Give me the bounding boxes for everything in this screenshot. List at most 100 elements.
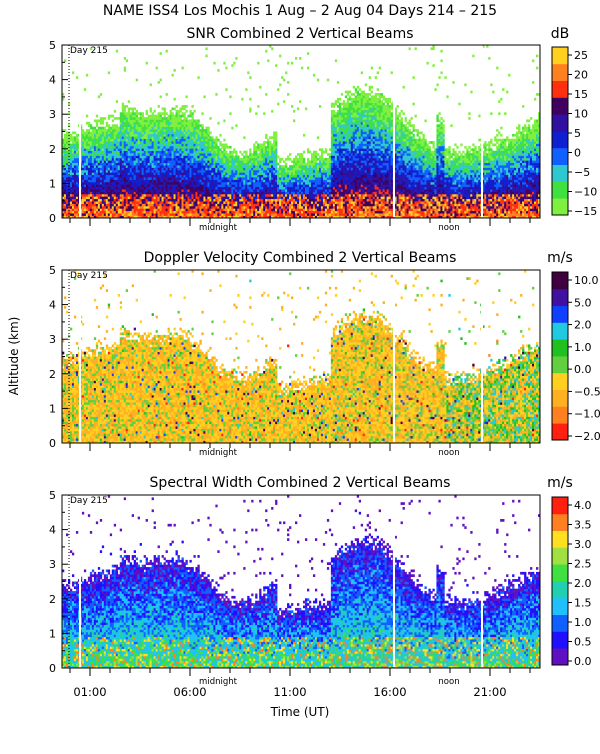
width-panel: Spectral Width Combined 2 Vertical Beams… — [49, 475, 592, 719]
x-tick-label: 21:00 — [473, 685, 506, 699]
snr-title: SNR Combined 2 Vertical Beams — [186, 26, 413, 42]
width-y-tick-label: 5 — [49, 489, 56, 502]
snr-colorbar-label: −10 — [574, 186, 597, 199]
y-axis-title: Altitude (km) — [7, 317, 21, 396]
snr-colorbar-label: 20 — [574, 69, 588, 82]
snr-colorbar-label: −5 — [574, 166, 590, 179]
width-colorbar-label: 0.0 — [574, 655, 592, 668]
width-colorbar-swatch — [552, 615, 568, 632]
width-y-tick-label: 4 — [49, 524, 56, 537]
snr-colorbar-swatch — [552, 81, 568, 98]
snr-noon-label: noon — [438, 223, 459, 233]
doppler-y-tick-label: 1 — [49, 402, 56, 415]
doppler-colorbar-label: 10.0 — [574, 274, 599, 287]
width-colorbar-swatch — [552, 564, 568, 581]
snr-colorbar-swatch — [552, 47, 568, 64]
width-colorbar-swatch — [552, 497, 568, 514]
width-y-tick-label: 3 — [49, 558, 56, 571]
width-colorbar-swatch — [552, 581, 568, 598]
doppler-colorbar-swatch — [552, 289, 568, 306]
x-axis-title: Time (UT) — [270, 705, 330, 719]
doppler-y-tick-label: 5 — [49, 264, 56, 277]
snr-y-tick-label: 3 — [49, 108, 56, 121]
width-colorbar-swatch — [552, 598, 568, 615]
width-colorbar-swatch — [552, 531, 568, 548]
width-colorbar-label: 2.0 — [574, 577, 592, 590]
width-noon-label: noon — [438, 677, 459, 687]
width-colorbar-swatch — [552, 514, 568, 531]
snr-x-axis — [70, 218, 530, 226]
snr-colorbar-swatch — [552, 148, 568, 165]
doppler-colorbar-swatch — [552, 423, 568, 440]
width-x-axis — [70, 668, 530, 676]
doppler-colorbar: 10.05.02.01.00.0−0.5−1.0−2.0 — [552, 272, 600, 443]
doppler-colorbar-label: −1.0 — [574, 408, 600, 421]
width-colorbar: 4.0 3.5 3.0 2.5 2.0 1.5 1.0 0.5 0.0 — [552, 497, 592, 668]
width-y-tick-label: 2 — [49, 593, 56, 606]
doppler-colorbar-swatch — [552, 272, 568, 289]
width-title: Spectral Width Combined 2 Vertical Beams — [150, 475, 451, 491]
doppler-midnight-label: midnight — [199, 448, 238, 458]
snr-colorbar-swatch — [552, 165, 568, 182]
doppler-colorbar-swatch — [552, 339, 568, 356]
doppler-panel: Doppler Velocity Combined 2 Vertical Bea… — [7, 250, 600, 458]
snr-colorbar-label: 25 — [574, 49, 588, 62]
doppler-noon-label: noon — [438, 448, 459, 458]
doppler-colorbar-swatch — [552, 373, 568, 390]
width-colorbar-label: 1.5 — [574, 597, 592, 610]
snr-colorbar-label: 0 — [574, 147, 581, 160]
doppler-y-tick-label: 2 — [49, 368, 56, 381]
snr-colorbar-label: 10 — [574, 108, 588, 121]
doppler-colorbar-swatch — [552, 406, 568, 423]
doppler-y-tick-label: 0 — [49, 437, 56, 450]
width-colorbar-label: 3.0 — [574, 538, 592, 551]
doppler-colorbar-swatch — [552, 390, 568, 407]
doppler-colorbar-label: 2.0 — [574, 319, 592, 332]
doppler-units: m/s — [547, 250, 573, 266]
snr-colorbar-swatch — [552, 114, 568, 131]
doppler-colorbar-label: 1.0 — [574, 341, 592, 354]
width-colorbar-label: 2.5 — [574, 558, 592, 571]
x-tick-label: 11:00 — [273, 685, 306, 699]
width-colorbar-swatch — [552, 648, 568, 665]
snr-colorbar-label: −15 — [574, 205, 597, 218]
snr-colorbar-label: 5 — [574, 127, 581, 140]
doppler-colorbar-swatch — [552, 322, 568, 339]
snr-y-tick-label: 1 — [49, 177, 56, 190]
snr-colorbar: 25 20 15 10 5 0 −5 −10 −15 — [552, 47, 597, 218]
snr-colorbar-swatch — [552, 64, 568, 81]
width-colorbar-label: 1.0 — [574, 616, 592, 629]
x-tick-label: 01:00 — [73, 685, 106, 699]
snr-y-tick-label: 4 — [49, 74, 56, 87]
width-y-tick-label: 0 — [49, 662, 56, 675]
width-units: m/s — [547, 475, 573, 491]
snr-colorbar-swatch — [552, 198, 568, 215]
snr-panel: SNR Combined 2 Vertical Beams dB Day 215… — [49, 26, 597, 233]
x-tick-labels: 01:00 06:00 11:00 16:00 21:00 — [73, 685, 506, 699]
width-day-label: Day 215 — [70, 496, 108, 506]
x-tick-label: 06:00 — [173, 685, 206, 699]
doppler-y-tick-label: 3 — [49, 333, 56, 346]
doppler-colorbar-swatch — [552, 356, 568, 373]
snr-units: dB — [551, 26, 570, 42]
snr-y-tick-label: 0 — [49, 212, 56, 225]
snr-colorbar-swatch — [552, 181, 568, 198]
doppler-y-tick-label: 4 — [49, 299, 56, 312]
doppler-colorbar-label: 5.0 — [574, 296, 592, 309]
x-tick-label: 16:00 — [373, 685, 406, 699]
figure: NAME ISS4 Los Mochis 1 Aug – 2 Aug 04 Da… — [0, 0, 600, 750]
figure-svg: NAME ISS4 Los Mochis 1 Aug – 2 Aug 04 Da… — [0, 0, 600, 750]
snr-colorbar-swatch — [552, 97, 568, 114]
doppler-title: Doppler Velocity Combined 2 Vertical Bea… — [144, 250, 457, 266]
snr-colorbar-label: 15 — [574, 88, 588, 101]
doppler-colorbar-label: −2.0 — [574, 430, 600, 443]
snr-colorbar-swatch — [552, 131, 568, 148]
width-y-tick-label: 1 — [49, 627, 56, 640]
snr-midnight-label: midnight — [199, 223, 238, 233]
doppler-colorbar-label: 0.0 — [574, 363, 592, 376]
width-colorbar-label: 4.0 — [574, 499, 592, 512]
width-colorbar-label: 0.5 — [574, 636, 592, 649]
width-colorbar-label: 3.5 — [574, 519, 592, 532]
snr-day-label: Day 215 — [70, 46, 108, 56]
figure-title: NAME ISS4 Los Mochis 1 Aug – 2 Aug 04 Da… — [103, 3, 497, 19]
